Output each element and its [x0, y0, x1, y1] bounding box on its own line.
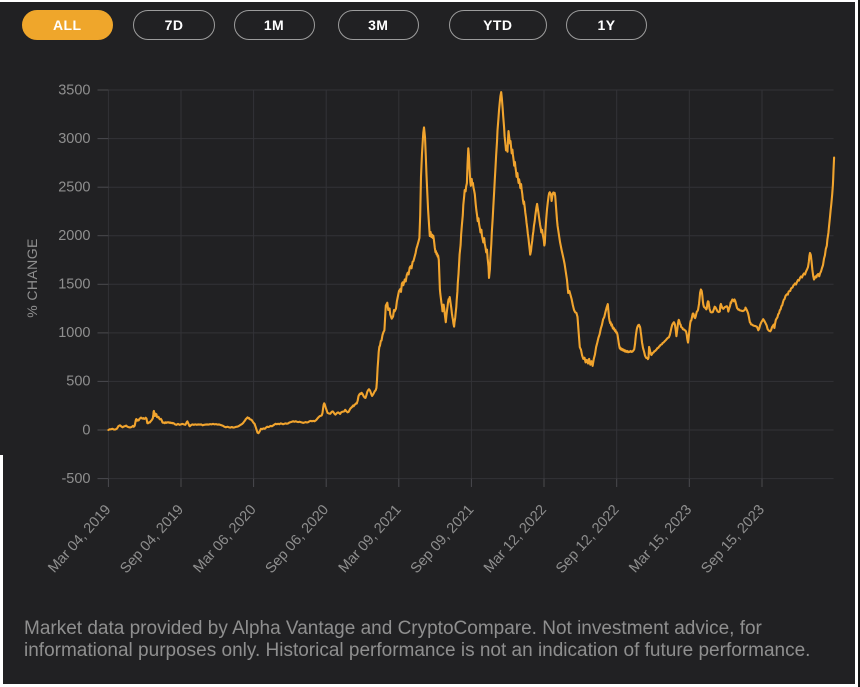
svg-text:Sep 15, 2023: Sep 15, 2023 [698, 502, 768, 577]
svg-text:Sep 06, 2020: Sep 06, 2020 [263, 502, 333, 577]
svg-text:Mar 06, 2020: Mar 06, 2020 [191, 502, 260, 576]
svg-text:2000: 2000 [58, 228, 90, 244]
svg-text:500: 500 [66, 374, 90, 390]
svg-text:1500: 1500 [58, 277, 90, 293]
svg-text:Mar 04, 2019: Mar 04, 2019 [45, 502, 114, 576]
svg-text:Sep 04, 2019: Sep 04, 2019 [117, 502, 187, 577]
svg-text:3500: 3500 [58, 82, 90, 98]
svg-text:2500: 2500 [58, 180, 90, 196]
svg-text:Sep 12, 2022: Sep 12, 2022 [553, 502, 623, 577]
svg-text:1000: 1000 [58, 325, 90, 341]
svg-text:0: 0 [82, 422, 90, 438]
svg-text:Mar 09, 2021: Mar 09, 2021 [336, 502, 405, 576]
svg-text:Mar 12, 2022: Mar 12, 2022 [481, 502, 550, 576]
svg-text:-500: -500 [61, 471, 90, 487]
svg-text:Mar 15, 2023: Mar 15, 2023 [626, 502, 695, 576]
svg-text:3000: 3000 [58, 131, 90, 147]
svg-text:Sep 09, 2021: Sep 09, 2021 [408, 502, 478, 577]
